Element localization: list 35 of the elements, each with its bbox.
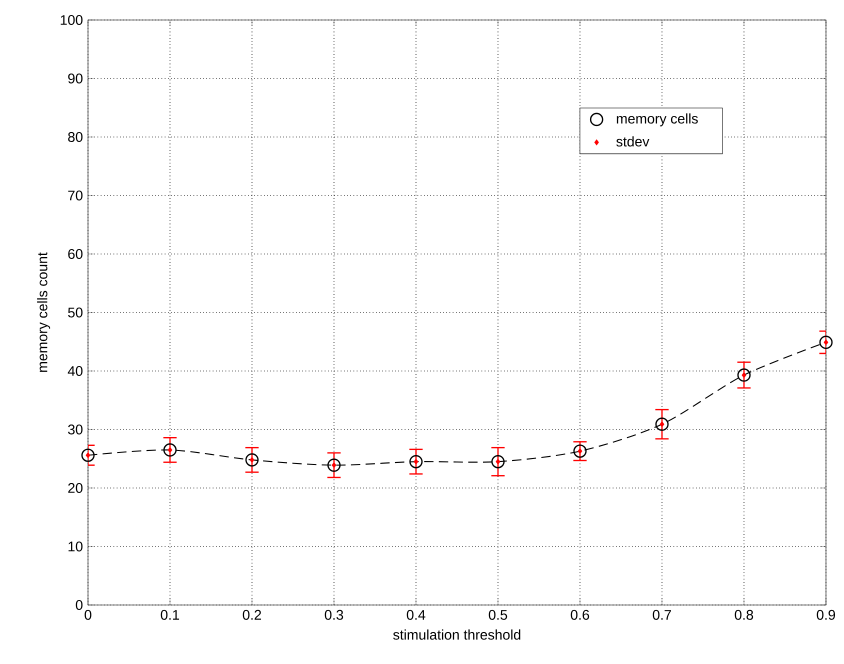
- x-tick-label: 0.4: [406, 610, 426, 620]
- x-tick-label: 0.8: [734, 610, 754, 620]
- point: [655, 418, 669, 431]
- y-tick-label: 80: [68, 132, 83, 142]
- x-tick-label: 0.1: [160, 610, 180, 620]
- point: [81, 448, 95, 462]
- legend-label: stdev: [616, 136, 650, 147]
- y-tick-label: 70: [68, 190, 83, 200]
- x-axis-title: stimulation threshold: [393, 629, 520, 640]
- point: [409, 454, 423, 468]
- point: [245, 453, 259, 467]
- y-tick-label: 0: [76, 600, 83, 610]
- y-tick-label: 50: [68, 308, 83, 318]
- x-tick-label: 0.5: [488, 610, 508, 620]
- point: [819, 336, 833, 349]
- point: [491, 454, 505, 468]
- point: [737, 368, 751, 382]
- y-axis-title: memory cells count: [37, 252, 50, 372]
- x-tick-label: 0.6: [570, 610, 590, 620]
- x-tick-label: 0: [84, 610, 92, 620]
- y-tick-label: 60: [68, 249, 83, 259]
- x-tick-label: 0.2: [242, 610, 262, 620]
- point: [163, 443, 177, 457]
- x-tick-label: 0.3: [324, 610, 344, 620]
- legend-label: memory cells: [616, 113, 698, 126]
- x-tick-label: 0.7: [652, 610, 671, 620]
- y-tick-label: 20: [68, 483, 83, 493]
- point: [573, 444, 587, 458]
- x-tick-label: 0.9: [816, 610, 836, 620]
- y-tick-label: 30: [68, 424, 83, 434]
- point: [327, 458, 341, 472]
- y-tick-label: 100: [60, 15, 83, 25]
- y-tick-label: 10: [68, 542, 83, 552]
- y-tick-label: 40: [68, 366, 83, 376]
- y-tick-label: 90: [68, 74, 83, 84]
